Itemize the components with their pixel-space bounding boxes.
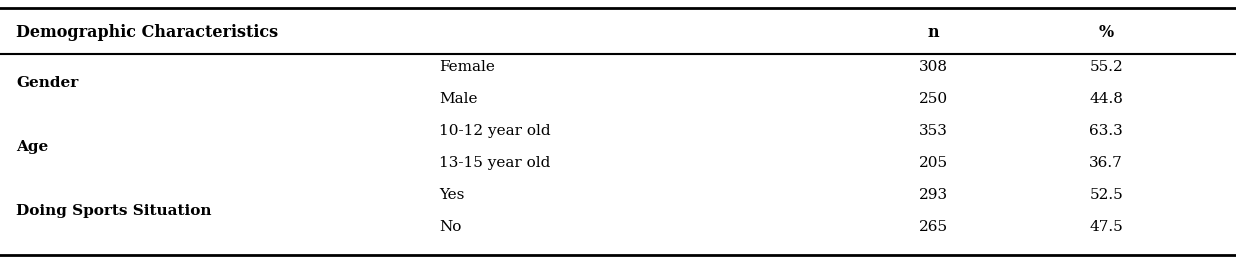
Text: Demographic Characteristics: Demographic Characteristics — [16, 24, 278, 41]
Text: Female: Female — [439, 60, 494, 74]
Text: 308: 308 — [918, 60, 948, 74]
Text: 55.2: 55.2 — [1089, 60, 1124, 74]
Text: 63.3: 63.3 — [1089, 124, 1124, 138]
Text: n: n — [927, 24, 939, 41]
Text: 205: 205 — [918, 156, 948, 170]
Text: 265: 265 — [918, 220, 948, 235]
Text: 47.5: 47.5 — [1089, 220, 1124, 235]
Text: 250: 250 — [918, 92, 948, 106]
Text: 10-12 year old: 10-12 year old — [439, 124, 550, 138]
Text: 353: 353 — [918, 124, 948, 138]
Text: Gender: Gender — [16, 76, 78, 90]
Text: 13-15 year old: 13-15 year old — [439, 156, 550, 170]
Text: No: No — [439, 220, 461, 235]
Text: Age: Age — [16, 140, 48, 154]
Text: 293: 293 — [918, 188, 948, 203]
Text: 36.7: 36.7 — [1089, 156, 1124, 170]
Text: Male: Male — [439, 92, 477, 106]
Text: Yes: Yes — [439, 188, 465, 203]
Text: 44.8: 44.8 — [1089, 92, 1124, 106]
Text: Doing Sports Situation: Doing Sports Situation — [16, 204, 211, 219]
Text: %: % — [1099, 24, 1114, 41]
Text: 52.5: 52.5 — [1089, 188, 1124, 203]
